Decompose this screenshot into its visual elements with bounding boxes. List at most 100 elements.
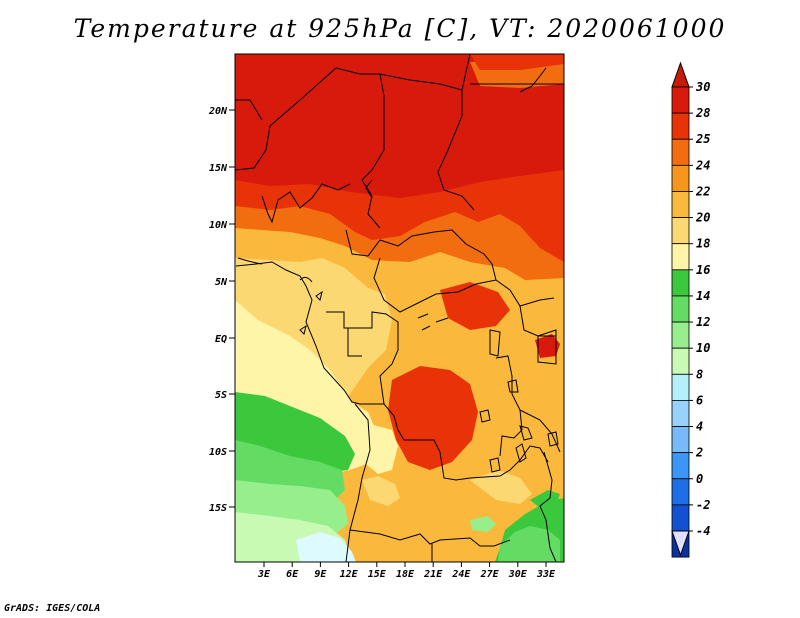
border-line: [507, 379, 519, 393]
lon-label: 24E: [451, 569, 471, 580]
border-line: [361, 73, 385, 229]
colorbar-swatch: [671, 138, 690, 166]
border-line: [326, 311, 549, 481]
lon-label: 33E: [536, 569, 556, 580]
colorbar-label: 25: [695, 132, 710, 146]
border-line: [235, 67, 337, 171]
lat-label: 5S: [215, 390, 227, 401]
lon-label: 15E: [368, 569, 387, 580]
colorbar-swatch: [671, 321, 690, 349]
longitude-axis: 3E 6E 9E 12E 15E 18E 21E 24E 27E 30E 33E: [257, 562, 556, 580]
lat-label: 10N: [209, 220, 228, 231]
lat-label: 15S: [209, 503, 227, 514]
temp-region-orange-red: [440, 282, 510, 330]
border-line: [537, 329, 557, 365]
temp-region-yellow: [362, 476, 400, 506]
temp-region-orange-red: [470, 54, 564, 70]
colorbar-swatch: [671, 452, 690, 480]
latitude-axis: 20N 15N 10N 5N EQ 5S 10S 15S: [208, 106, 235, 514]
colorbar-swatch: [671, 164, 690, 192]
colorbar-swatch: [671, 295, 690, 323]
colorbar-label: 8: [696, 367, 703, 381]
colorbar-swatch: [671, 243, 690, 271]
colorbar-label: 20: [695, 211, 710, 225]
colorbar-label: 30: [695, 80, 710, 94]
colorbar-swatch: [671, 112, 690, 140]
credit-label: GrADS: IGES/COLA: [4, 603, 101, 614]
lon-label: 21E: [423, 569, 443, 580]
country-borders: [235, 54, 564, 562]
border-line: [315, 290, 323, 301]
border-line: [365, 179, 373, 199]
temp-region-green: [530, 490, 560, 508]
temp-region-light-green: [498, 526, 560, 562]
colorbar-swatch: [671, 426, 690, 454]
colorbar-swatch: [671, 191, 690, 218]
border-line: [235, 261, 384, 405]
temp-region-pale-green: [470, 516, 496, 532]
border-line: [547, 431, 559, 447]
border-line: [539, 451, 557, 562]
lat-label: EQ: [215, 334, 227, 345]
colorbar-swatch: [671, 217, 690, 245]
colorbar-label: -4: [696, 524, 710, 538]
colorbar-swatch: [671, 373, 690, 401]
temp-region-orange-red: [388, 366, 478, 470]
colorbar-swatch: [671, 504, 690, 532]
colorbar-label: 12: [696, 315, 710, 329]
colorbar-label: 0: [696, 472, 703, 486]
border-line: [437, 90, 475, 211]
border-line: [299, 324, 307, 335]
colorbar-label: 16: [696, 263, 710, 277]
border-line: [519, 305, 556, 337]
colorbar-swatch: [671, 400, 690, 427]
border-line: [519, 409, 561, 453]
border-line: [519, 425, 533, 441]
lon-label: 18E: [396, 569, 415, 580]
colorbar-label: 2: [695, 446, 703, 460]
border-line: [349, 529, 511, 547]
border-line: [235, 99, 263, 121]
lon-label: 9E: [314, 569, 327, 580]
colorbar-label: 22: [695, 184, 710, 198]
temperature-field: [235, 54, 564, 562]
border-line: [237, 257, 263, 265]
colorbar-swatch: [671, 269, 690, 297]
temp-region-pale-yellow: [366, 424, 398, 474]
lat-label: 15N: [209, 163, 228, 174]
colorbar-label: 14: [696, 289, 710, 303]
temp-region-hot: [535, 334, 560, 358]
temp-region-pale-cyan: [296, 532, 356, 562]
colorbar-top-arrow: [671, 61, 690, 88]
colorbar-label: 10: [696, 341, 710, 355]
border-line: [515, 443, 527, 463]
border-line: [479, 409, 491, 423]
temp-region-yellow: [470, 470, 532, 504]
colorbar-label: 4: [696, 420, 703, 434]
colorbar-label: 18: [696, 237, 710, 251]
colorbar-bottom-arrow: [671, 530, 690, 557]
colorbar-label: 6: [696, 393, 703, 407]
lon-label: 27E: [480, 569, 500, 580]
colorbar-label: 28: [695, 106, 710, 120]
border-line: [347, 328, 362, 357]
border-line: [489, 457, 501, 473]
border-line: [519, 67, 547, 93]
lon-label: 6E: [286, 569, 299, 580]
border-line: [261, 183, 351, 224]
lon-label: 3E: [257, 569, 271, 580]
border-line: [417, 313, 449, 331]
lat-label: 5N: [215, 277, 228, 288]
colorbar-label: 24: [695, 158, 710, 172]
border-line: [299, 276, 313, 283]
lon-label: 30E: [508, 569, 528, 580]
map-frame: [234, 53, 565, 563]
colorbar-swatch: [671, 86, 690, 114]
lat-label: 20N: [208, 106, 228, 117]
colorbar-swatch: [671, 347, 690, 375]
colorbar-label: -2: [696, 498, 710, 512]
lat-label: 10S: [209, 447, 227, 458]
border-line: [345, 229, 497, 281]
